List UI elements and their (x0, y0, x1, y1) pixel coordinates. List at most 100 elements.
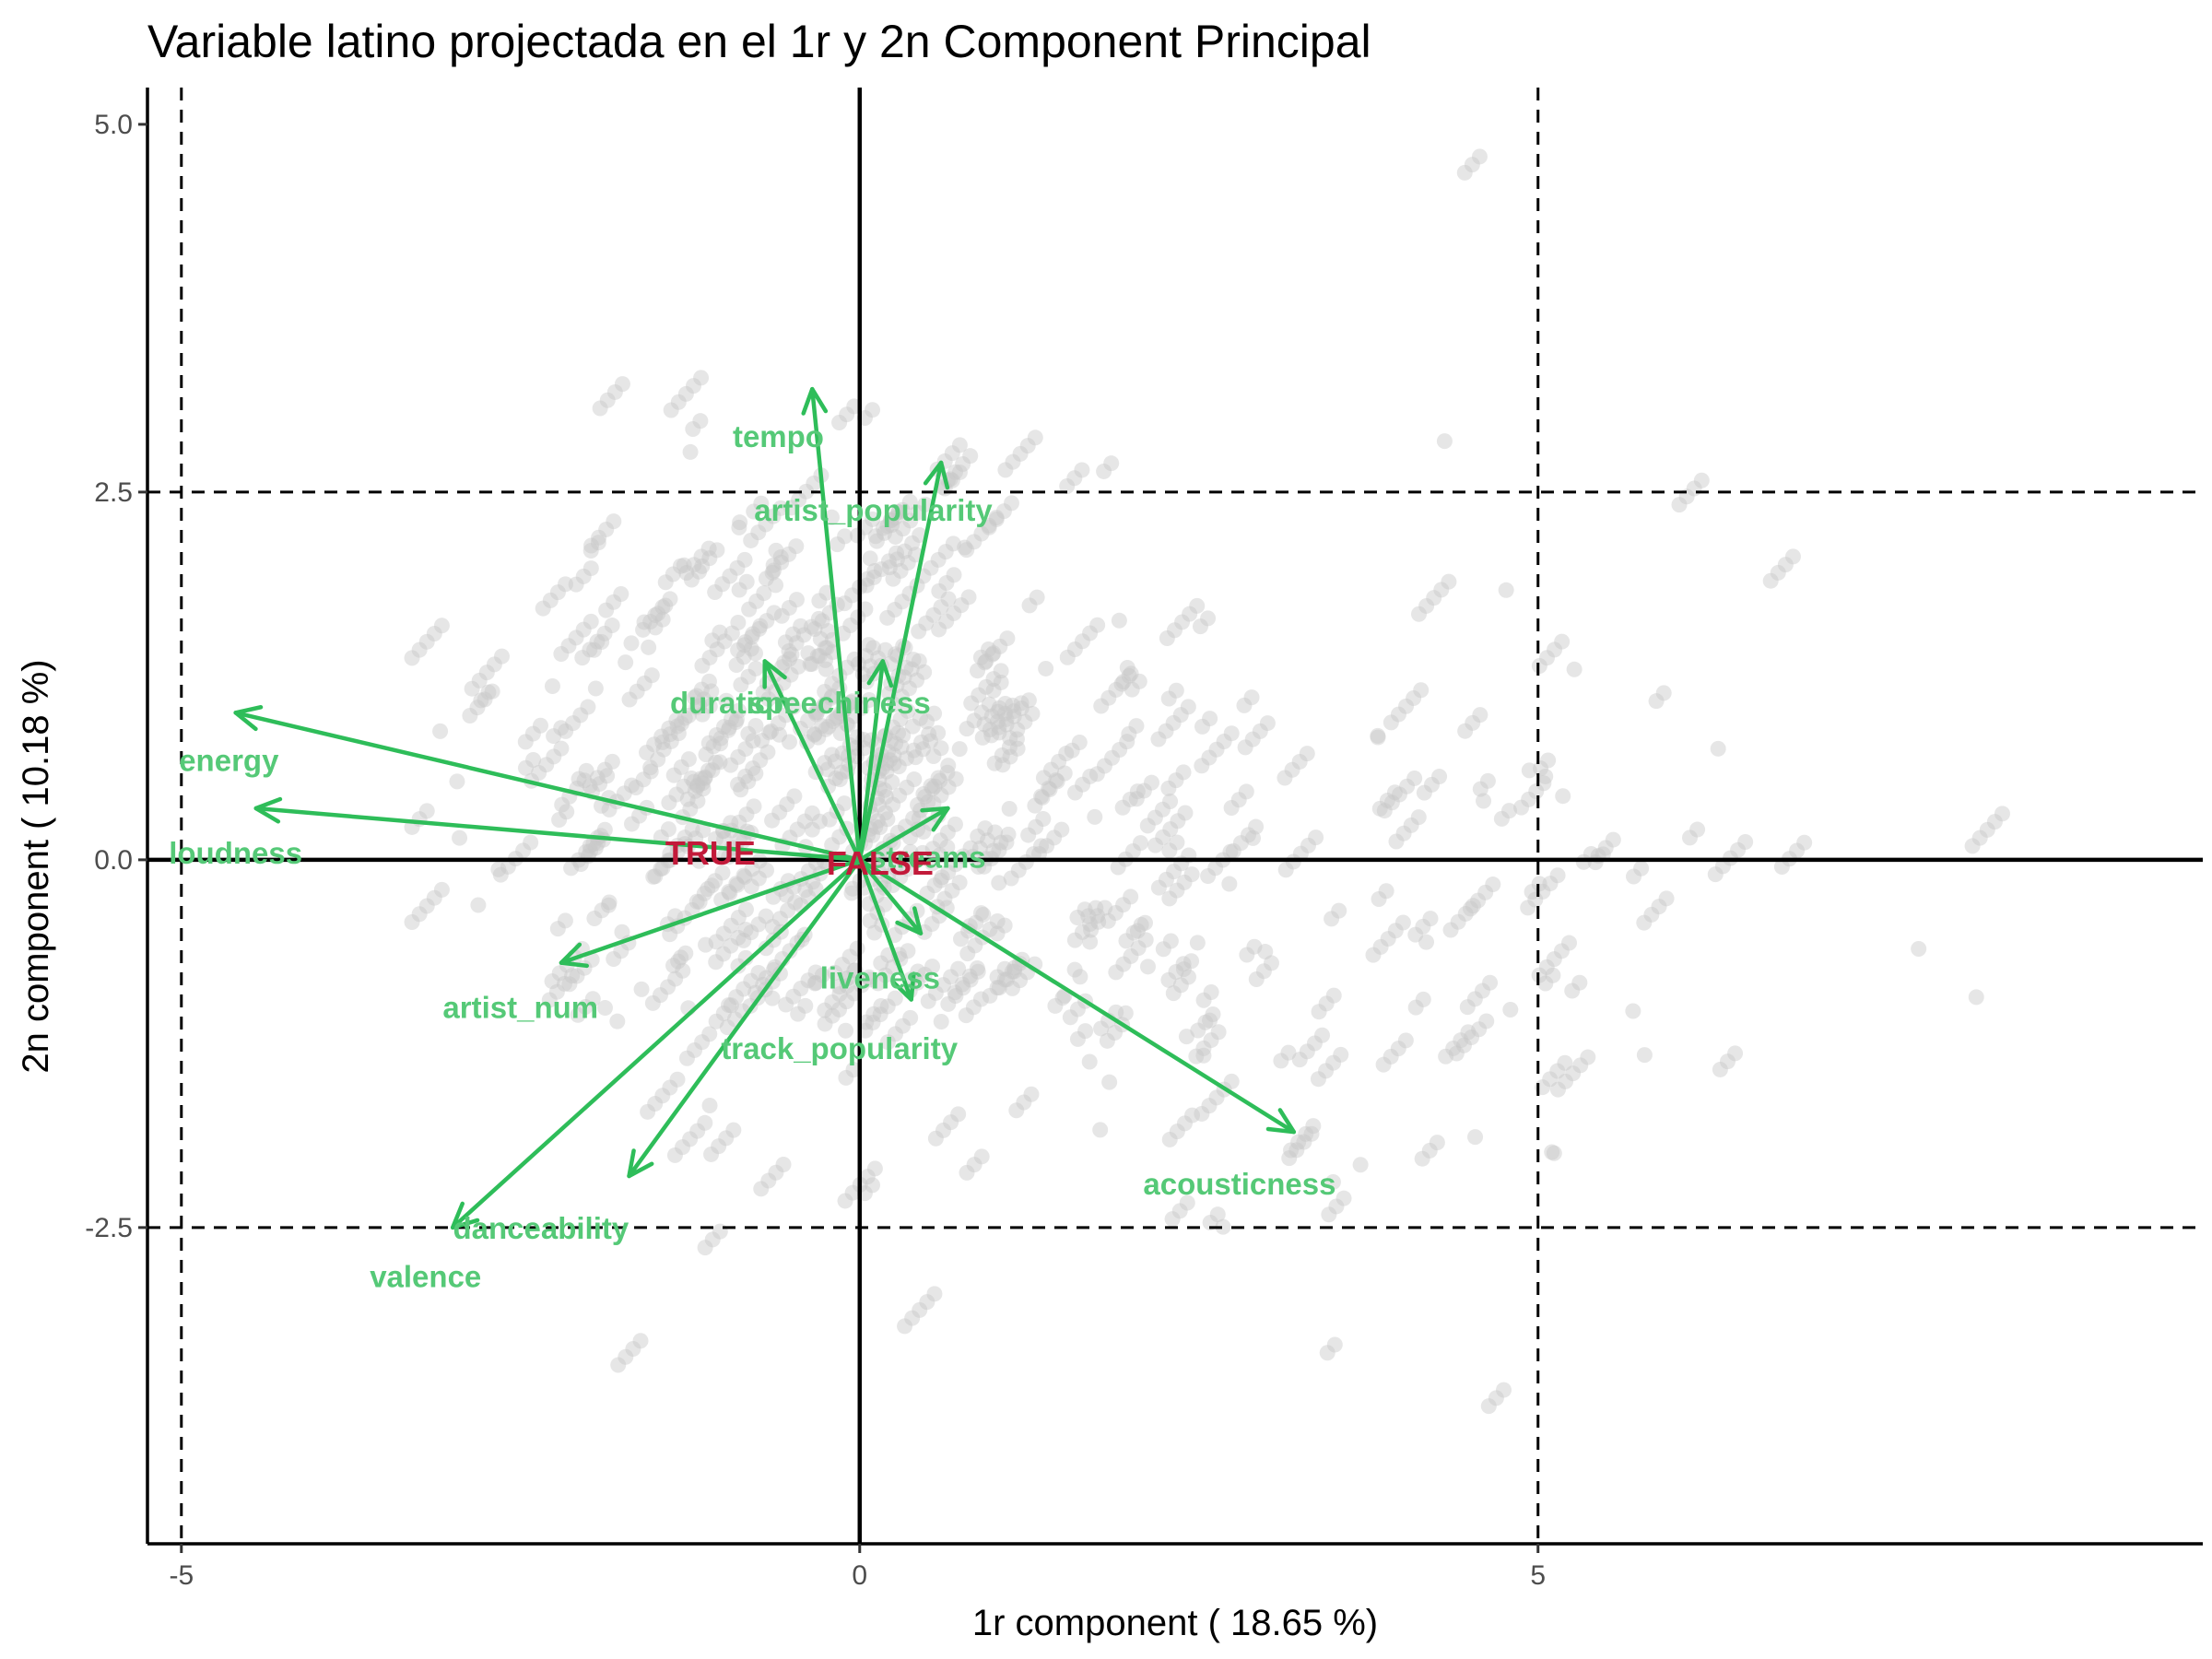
data-point (981, 519, 997, 535)
data-point (477, 691, 493, 708)
data-point (1352, 1157, 1369, 1173)
data-point (721, 884, 737, 900)
data-point (594, 902, 610, 919)
data-point (1093, 1020, 1110, 1037)
data-point (994, 757, 1011, 773)
data-point (1207, 860, 1224, 877)
data-point (1143, 774, 1159, 791)
data-point (755, 684, 771, 700)
data-point (653, 728, 670, 745)
data-point (708, 954, 724, 971)
data-point (1202, 1012, 1218, 1029)
data-point (1137, 932, 1154, 948)
data-point (1459, 999, 1476, 1016)
data-point (418, 803, 435, 819)
data-point (776, 654, 793, 671)
data-point (975, 906, 992, 923)
data-point (773, 554, 790, 571)
data-point (1158, 723, 1174, 739)
data-point (918, 713, 935, 730)
data-point (1001, 801, 1018, 818)
data-point (1410, 809, 1427, 826)
data-point (1169, 882, 1185, 899)
arrow-streams (857, 806, 950, 863)
data-point (738, 806, 755, 823)
data-point (881, 752, 898, 769)
data-point (935, 977, 951, 994)
data-point (1171, 1203, 1188, 1219)
data-point (1472, 781, 1488, 797)
data-point (1107, 904, 1124, 921)
data-point (1431, 769, 1448, 785)
data-point (1255, 963, 1272, 980)
data-point (910, 504, 926, 521)
data-point (865, 640, 882, 656)
data-point (577, 999, 594, 1016)
data-point (904, 1310, 921, 1326)
data-point (1096, 463, 1112, 479)
data-point (1082, 916, 1099, 933)
data-point (709, 641, 725, 658)
data-point (905, 810, 922, 827)
data-point (705, 738, 722, 755)
data-point (678, 564, 695, 581)
data-point (1626, 868, 1642, 885)
data-point (839, 659, 855, 676)
data-point (582, 542, 599, 559)
data-point (1399, 778, 1416, 794)
data-point (700, 673, 717, 689)
data-point (1195, 992, 1212, 1008)
data-point (730, 929, 747, 946)
data-point (1103, 455, 1120, 472)
data-point (938, 575, 955, 592)
data-point (1398, 698, 1415, 714)
data-point (639, 745, 655, 761)
data-point (1299, 746, 1315, 762)
data-point (697, 769, 713, 785)
data-point (1365, 947, 1382, 963)
data-point (1291, 753, 1308, 770)
data-point (926, 1286, 943, 1302)
data-point (735, 649, 752, 665)
data-point (730, 748, 747, 765)
data-point (1246, 938, 1263, 955)
data-point (779, 796, 795, 813)
data-point (1194, 758, 1210, 774)
data-point (701, 1098, 718, 1114)
data-point (564, 968, 581, 984)
data-point (862, 912, 878, 929)
data-point (785, 626, 802, 642)
data-point (1689, 821, 1706, 838)
data-point (523, 834, 539, 851)
data-point (553, 740, 570, 757)
data-point (782, 666, 799, 683)
data-point (546, 748, 562, 765)
data-point (532, 717, 548, 734)
data-point (865, 569, 882, 585)
data-point (788, 592, 805, 608)
data-point (973, 525, 990, 542)
data-point (998, 971, 1015, 988)
data-point (841, 948, 858, 965)
data-point (712, 754, 728, 771)
data-point (788, 538, 805, 555)
data-point (462, 707, 478, 724)
data-point (683, 770, 700, 786)
data-point (870, 975, 887, 992)
data-point (888, 545, 905, 561)
data-point (1184, 1107, 1201, 1124)
data-point (703, 1146, 720, 1162)
data-point (873, 955, 889, 971)
data-point (1549, 1063, 1566, 1079)
data-point (618, 1348, 634, 1365)
data-point (736, 869, 753, 886)
data-point (817, 640, 833, 656)
data-point (1121, 667, 1137, 684)
data-point (1288, 1142, 1305, 1159)
data-point (549, 921, 566, 937)
data-point (940, 865, 957, 881)
data-point (689, 778, 706, 794)
data-point (1476, 793, 1492, 809)
data-point (1028, 818, 1044, 835)
data-point (662, 591, 678, 607)
